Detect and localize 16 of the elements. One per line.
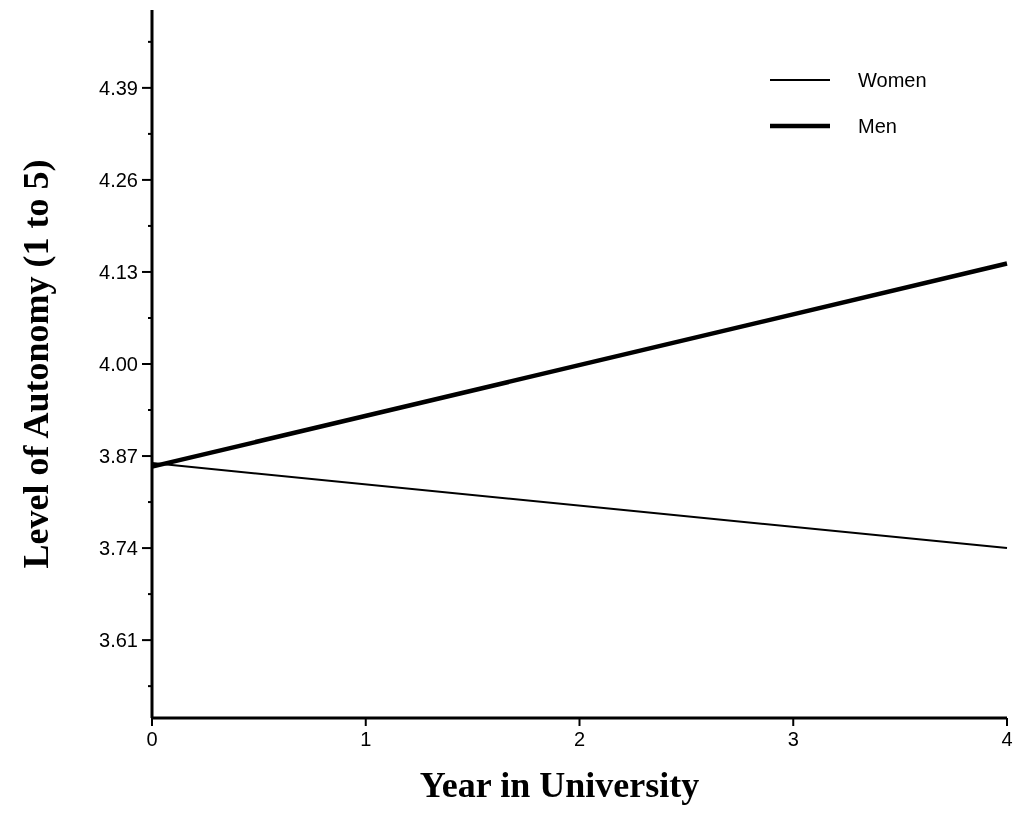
y-tick-label: 3.74 [99,537,138,560]
y-tick-label: 3.87 [99,445,138,468]
y-tick-label: 4.26 [99,168,138,191]
x-tick-label: 1 [360,728,372,750]
x-tick-label: 0 [146,728,158,750]
legend-label: Men [858,115,897,137]
x-tick-label: 3 [787,728,799,750]
x-tick-label: 4 [1001,728,1013,750]
y-axis-title: Level of Autonomy (1 to 5) [16,159,56,569]
y-tick-label: 4.39 [99,76,138,99]
y-tick-label: 4.00 [99,353,138,375]
y-tick-label: 4.13 [99,260,138,283]
x-axis-title: Year in University [419,765,700,805]
legend-label: Women [858,69,927,91]
x-tick-label: 2 [573,728,586,750]
y-tick-label: 3.61 [99,629,138,652]
